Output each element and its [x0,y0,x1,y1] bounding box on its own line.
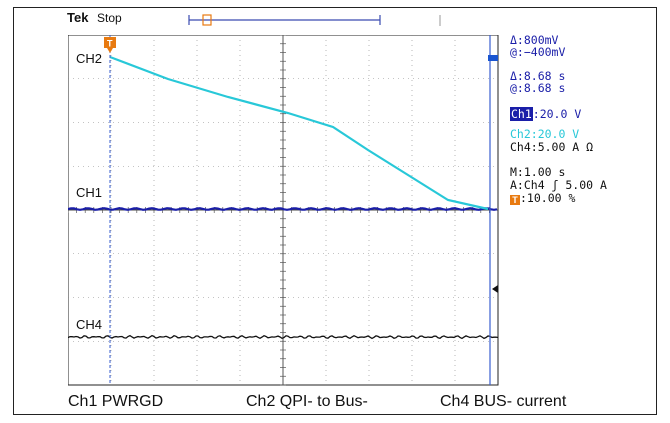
timebase: M:1.00 s [510,165,566,179]
ch4-marker: CH4 [76,317,103,332]
ch1-trace [68,207,498,211]
acquisition-status: Stop [97,11,122,25]
trigger-position-value: :10.00 % [520,191,576,205]
level-marker-ch2 [488,55,498,61]
ch2-trace [109,55,489,211]
record-position-indicator [188,14,441,26]
waveform-display: T [68,35,499,386]
ch4-scale: Ch4:5.00 A Ω [510,140,594,154]
ch1-badge: Ch1 [510,107,533,121]
brand-label: Tek [67,10,89,25]
ch1-marker: CH1 [76,185,103,200]
trigger-setting: A:Ch4 ʃ 5.00 A [510,178,607,192]
trigger-marker: T [104,37,116,53]
caption-ch4: Ch4 BUS- current [440,393,567,410]
ch1-scale-value: :20.0 V [532,107,582,121]
svg-text:T: T [107,39,113,49]
figure-frame [13,7,657,415]
delta-voltage: Δ:800mV [510,33,559,47]
ch4-trace [68,334,499,340]
ch2-marker: CH2 [76,51,103,66]
cursor-time: @:8.68 s [510,81,566,95]
trigger-position: T:10.00 % [510,192,575,205]
caption-ch2: Ch2 QPI- to Bus- [246,393,368,410]
caption-ch1: Ch1 PWRGD [68,393,164,410]
delta-time: Δ:8.68 s [510,69,566,83]
ch1-scale: Ch1:20.0 V [510,107,582,121]
cursor-voltage: @:−400mV [510,45,566,59]
ch2-scale: Ch2:20.0 V [510,127,580,141]
trigger-position-icon: T [510,195,520,205]
trigger-level-arrow [492,285,498,293]
